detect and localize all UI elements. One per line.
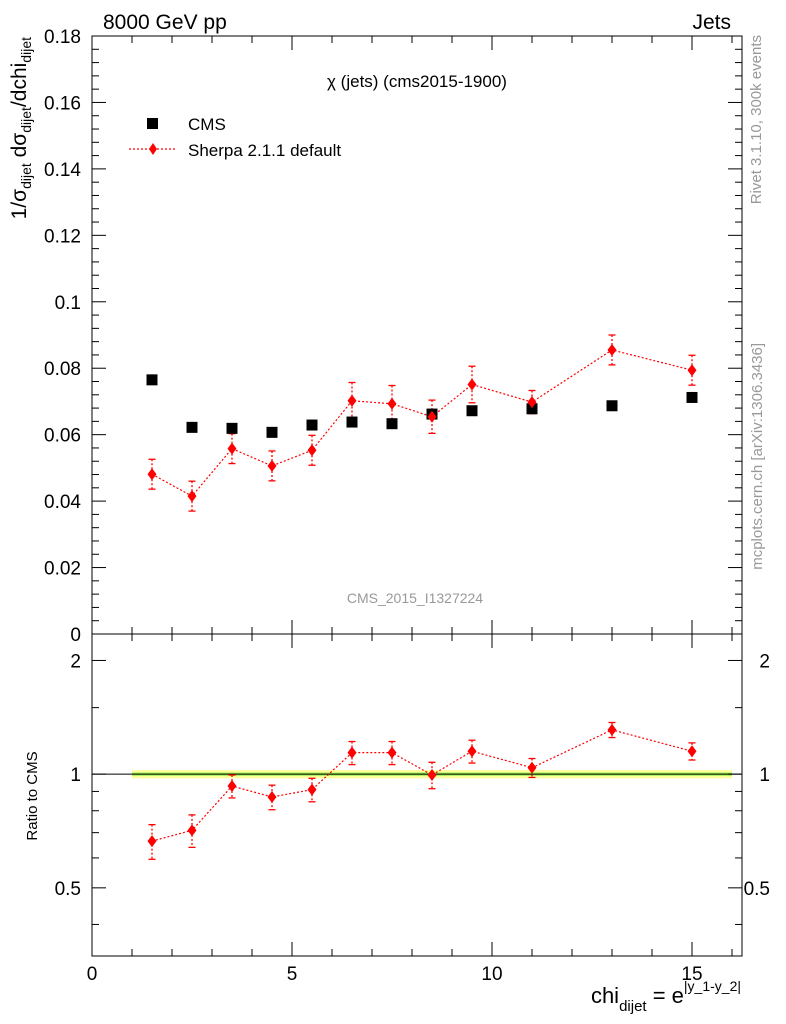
ratio-y-tick-label: 1 xyxy=(759,765,770,786)
sherpa-point xyxy=(467,378,477,391)
main-y-tick-label: 0.1 xyxy=(55,293,81,314)
legend-marker-cms xyxy=(147,118,158,129)
main-y-tick-label: 0.14 xyxy=(44,160,81,181)
x-tick-label: 15 xyxy=(681,964,702,985)
header-left: 8000 GeV pp xyxy=(103,11,227,34)
cms-point xyxy=(346,416,358,428)
cms-point xyxy=(186,421,198,433)
ratio-sherpa-line xyxy=(151,729,693,842)
ratio-y-tick-label: 2 xyxy=(759,651,770,672)
ratio-sherpa-point xyxy=(687,745,697,758)
legend-marker-sherpa xyxy=(149,143,157,155)
sherpa-point xyxy=(307,444,317,457)
cms-point xyxy=(526,403,538,415)
ratio-sherpa-point xyxy=(467,745,477,758)
cms-point xyxy=(466,405,478,417)
ratio-sherpa-point xyxy=(307,783,317,796)
cms-point xyxy=(306,419,318,431)
ratio-x-ticks: 0 5 10 15 xyxy=(87,634,733,985)
x-axis-label: chidijet = e|y_1-y_2| xyxy=(591,978,741,1015)
cms-point xyxy=(226,422,238,434)
main-panel: 0 0.02 0.04 0.06 0.08 0.1 0.12 0.14 0.16 0.18 χ (… xyxy=(8,27,743,646)
legend-label-cms: CMS xyxy=(188,115,226,134)
ratio-sherpa-point xyxy=(187,824,197,837)
sherpa-point xyxy=(687,364,697,377)
main-y-ticks: 0 0.02 0.04 0.06 0.08 0.1 0.12 0.14 0.16 0.18 xyxy=(44,27,742,646)
ratio-sherpa-point xyxy=(147,835,157,848)
watermark: CMS_2015_I1327224 xyxy=(347,590,483,606)
mcplots-label: mcplots.cern.ch [arXiv:1306.3436] xyxy=(749,343,766,570)
sherpa-point xyxy=(387,397,397,410)
main-y-tick-label: 0.12 xyxy=(44,226,81,247)
main-y-tick-label: 0.16 xyxy=(44,93,81,114)
main-y-tick-label: 0.02 xyxy=(44,559,81,580)
sherpa-point xyxy=(267,459,277,472)
main-y-tick-label: 0.06 xyxy=(44,426,81,447)
cms-point xyxy=(686,391,698,403)
chart-title: χ (jets) (cms2015-1900) xyxy=(327,72,507,91)
x-tick-label: 5 xyxy=(287,964,298,985)
cms-point xyxy=(146,374,158,386)
x-tick-label: 10 xyxy=(481,964,502,985)
ratio-data-layer xyxy=(147,721,697,860)
ratio-y-axis-label: Ratio to CMS xyxy=(24,751,41,840)
ratio-sherpa-point xyxy=(347,746,357,759)
cms-point xyxy=(386,418,398,430)
sherpa-point xyxy=(227,442,237,455)
main-y-axis-label: 1/σdijet dσdijet/dchidijet xyxy=(8,37,34,219)
main-y-tick-label: 0.18 xyxy=(44,27,81,48)
cms-point xyxy=(266,426,278,438)
legend-label-sherpa: Sherpa 2.1.1 default xyxy=(188,141,341,160)
main-y-tick-label: 0.08 xyxy=(44,359,81,380)
sherpa-point xyxy=(147,468,157,481)
cms-point xyxy=(606,400,618,412)
x-tick-label: 0 xyxy=(87,964,98,985)
main-y-tick-label: 0.04 xyxy=(44,492,81,513)
main-y-tick-label: 0 xyxy=(70,625,81,646)
ratio-y-tick-label: 2 xyxy=(70,651,81,672)
ratio-sherpa-point xyxy=(607,723,617,736)
ratio-sherpa-point xyxy=(267,790,277,803)
legend: CMS Sherpa 2.1.1 default xyxy=(129,115,341,160)
sherpa-point xyxy=(347,394,357,407)
rivet-label: Rivet 3.1.10, 300k events xyxy=(748,35,765,204)
ratio-sherpa-point xyxy=(387,746,397,759)
ratio-y-tick-label: 1 xyxy=(70,765,81,786)
sherpa-line xyxy=(151,349,693,497)
ratio-y-tick-label: 0.5 xyxy=(744,879,770,900)
sherpa-point xyxy=(187,490,197,503)
main-x-ticks xyxy=(91,36,733,634)
header-right: Jets xyxy=(692,11,731,34)
ratio-y-tick-label: 0.5 xyxy=(55,879,81,900)
sherpa-point xyxy=(427,410,437,423)
ratio-y-ticks: 0.5 0.5 1 1 2 2 xyxy=(55,651,770,925)
ratio-sherpa-point xyxy=(427,768,437,781)
ratio-sherpa-point xyxy=(227,780,237,793)
ratio-band-layer xyxy=(92,770,742,779)
ratio-frame xyxy=(91,633,743,957)
sherpa-point xyxy=(607,343,617,356)
main-data-layer xyxy=(146,334,698,512)
sherpa-point xyxy=(527,396,537,409)
ratio-panel: 0.5 0.5 1 1 2 2 0 5 10 15 Ratio to CMS chidijet … xyxy=(24,633,770,1015)
ratio-sherpa-point xyxy=(527,761,537,774)
